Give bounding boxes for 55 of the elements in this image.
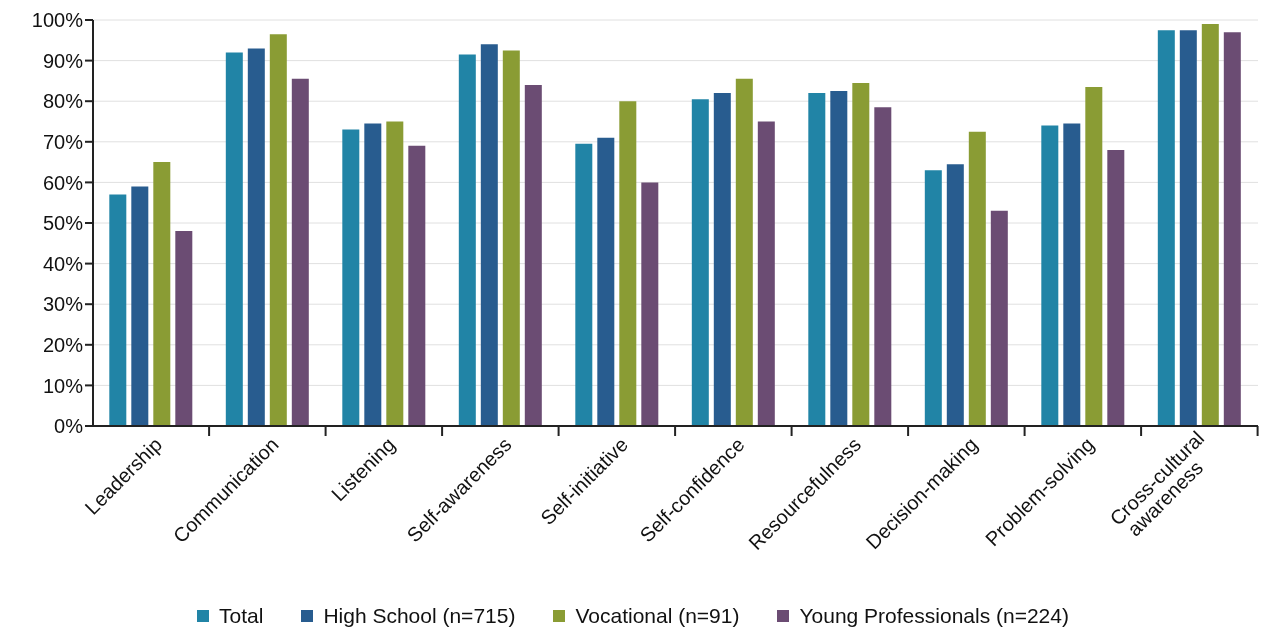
bar: [1201, 24, 1219, 426]
bar: [364, 123, 382, 426]
bar: [458, 54, 476, 426]
bar: [1179, 30, 1197, 426]
bar: [175, 231, 193, 426]
bar: [225, 52, 243, 426]
bar: [386, 121, 404, 426]
bar: [757, 121, 775, 426]
y-tick-label: 0%: [54, 415, 84, 438]
bar: [342, 129, 360, 426]
y-tick-label: 20%: [42, 333, 84, 356]
bar: [1085, 86, 1103, 426]
bar: [874, 107, 892, 426]
legend-label: High School (n=715): [322, 604, 516, 628]
bar: [480, 44, 498, 426]
bar: [641, 182, 659, 426]
legend-label: Vocational (n=91): [574, 604, 740, 628]
y-tick-label: 100%: [31, 9, 84, 32]
bar: [830, 91, 848, 426]
bar: [1157, 30, 1175, 426]
y-tick-label: 30%: [42, 293, 84, 316]
bar: [109, 194, 127, 426]
bar: [946, 164, 964, 426]
bar: [502, 50, 520, 426]
bar: [990, 210, 1008, 426]
y-tick-label: 10%: [42, 374, 84, 397]
bar: [1041, 125, 1059, 426]
bar: [713, 93, 731, 426]
y-tick-label: 70%: [42, 130, 84, 153]
bar: [808, 93, 826, 426]
bar: [968, 131, 986, 426]
bar: [247, 48, 265, 426]
bar: [1223, 32, 1241, 426]
bar: [575, 143, 593, 426]
bar: [1107, 149, 1125, 426]
bar: [852, 82, 870, 426]
y-tick-label: 50%: [42, 212, 84, 235]
bar: [619, 101, 637, 426]
bar: [291, 78, 309, 426]
bar: [153, 162, 171, 426]
legend-label: Total: [218, 604, 264, 628]
bar: [408, 145, 426, 426]
y-tick-label: 40%: [42, 252, 84, 275]
y-tick-label: 80%: [42, 90, 84, 113]
y-tick-label: 90%: [42, 49, 84, 72]
bar: [597, 137, 615, 426]
bar: [524, 84, 542, 426]
bar: [735, 78, 753, 426]
legend-label: Young Professionals (n=224): [798, 604, 1069, 628]
bar: [1063, 123, 1081, 426]
bar: [131, 186, 149, 426]
bar: [924, 170, 942, 426]
bar: [691, 99, 709, 426]
bar: [269, 34, 287, 426]
y-tick-label: 60%: [42, 171, 84, 194]
